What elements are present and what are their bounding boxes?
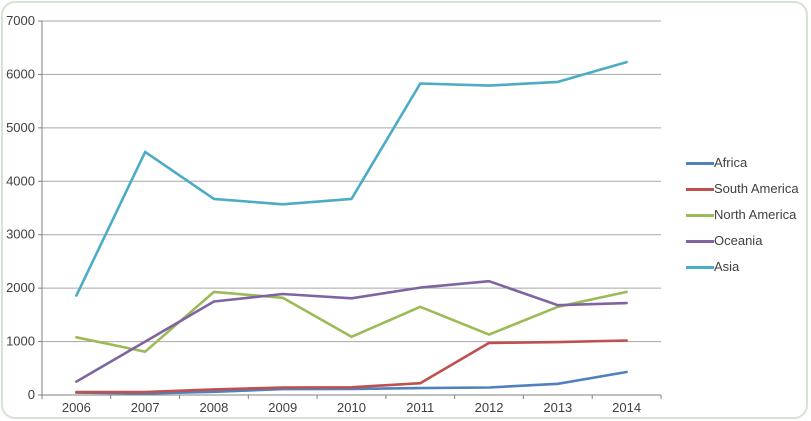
- chart-legend: Africa South America North America Oceania A…: [686, 150, 799, 280]
- y-axis-label: 3000: [6, 227, 35, 242]
- legend-item-asia[interactable]: Asia: [686, 254, 799, 280]
- series-line-north-america[interactable]: [75, 290, 628, 354]
- legend-swatch-south-america: [686, 187, 714, 191]
- y-axis-label: 6000: [6, 66, 35, 81]
- legend-swatch-asia: [686, 265, 714, 269]
- y-axis-label: 4000: [6, 173, 35, 188]
- x-axis-label: 2011: [406, 400, 434, 415]
- series-line-south-america[interactable]: [75, 339, 628, 394]
- series-line-oceania[interactable]: [75, 279, 628, 383]
- legend-item-north-america[interactable]: North America: [686, 202, 799, 228]
- legend-label-oceania: Oceania: [714, 233, 763, 248]
- legend-label-south-america: South America: [714, 181, 799, 196]
- legend-swatch-north-america: [686, 213, 714, 217]
- x-axis-label: 2009: [268, 400, 297, 415]
- x-axis-label: 2012: [475, 400, 504, 415]
- legend-label-north-america: North America: [714, 207, 797, 222]
- y-axis-label: 0: [28, 387, 35, 402]
- x-axis-label: 2010: [337, 400, 366, 415]
- y-axis-label: 1000: [6, 334, 35, 349]
- x-axis-label: 2008: [199, 400, 228, 415]
- x-axis-label: 2014: [612, 400, 641, 415]
- x-axis-label: 2006: [62, 400, 91, 415]
- legend-item-africa[interactable]: Africa: [686, 150, 799, 176]
- legend-swatch-africa: [686, 161, 714, 165]
- legend-item-south-america[interactable]: South America: [686, 176, 799, 202]
- legend-swatch-oceania: [686, 239, 714, 243]
- y-axis-label: 5000: [6, 120, 35, 135]
- plot-area[interactable]: [42, 21, 661, 395]
- y-axis-label: 7000: [6, 13, 35, 28]
- x-axis-label: 2013: [543, 400, 572, 415]
- legend-label-asia: Asia: [714, 259, 740, 274]
- legend-label-africa: Africa: [714, 155, 748, 170]
- series-line-asia[interactable]: [75, 60, 628, 297]
- series-line-africa[interactable]: [75, 370, 628, 395]
- x-axis-label: 2007: [131, 400, 160, 415]
- legend-item-oceania[interactable]: Oceania: [686, 228, 799, 254]
- y-axis-label: 2000: [6, 280, 35, 295]
